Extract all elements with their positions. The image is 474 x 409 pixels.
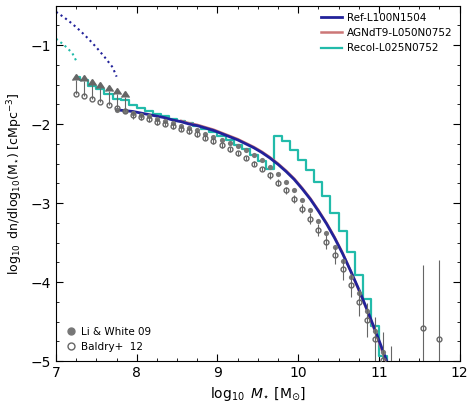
Point — [145, 113, 153, 119]
Point — [266, 164, 274, 170]
Point — [307, 207, 314, 213]
Point — [387, 371, 395, 378]
Point — [283, 178, 290, 185]
Point — [347, 273, 355, 280]
Point — [355, 290, 363, 297]
Point — [242, 147, 249, 153]
Point — [250, 152, 257, 158]
Point — [177, 122, 185, 129]
Point — [291, 187, 298, 194]
Point — [129, 110, 137, 116]
Point — [137, 111, 145, 118]
Point — [210, 133, 217, 140]
Point — [379, 349, 387, 356]
Point — [169, 120, 177, 126]
Point — [363, 308, 371, 315]
Point — [274, 171, 282, 177]
Point — [121, 108, 128, 115]
Point — [226, 140, 233, 146]
Point — [161, 118, 169, 124]
Point — [218, 137, 225, 143]
Legend: Li & White 09, Baldry+  12: Li & White 09, Baldry+ 12 — [61, 322, 155, 356]
Y-axis label: $\log_{10}\ \mathrm{dn/dlog_{10}(M_{\star})\ [cMpc^{-3}]}$: $\log_{10}\ \mathrm{dn/dlog_{10}(M_{\sta… — [6, 92, 25, 274]
Point — [201, 130, 209, 137]
Point — [331, 243, 338, 250]
Point — [299, 197, 306, 203]
Point — [315, 218, 322, 225]
Point — [193, 127, 201, 134]
Point — [234, 143, 241, 149]
Point — [371, 328, 379, 335]
Point — [113, 107, 120, 113]
Point — [153, 115, 161, 122]
Point — [323, 230, 330, 236]
Point — [185, 125, 193, 131]
Point — [395, 396, 403, 402]
X-axis label: $\log_{10}\ M_{\star}\ [\mathrm{M_{\odot}}]$: $\log_{10}\ M_{\star}\ [\mathrm{M_{\odot… — [210, 386, 306, 403]
Point — [339, 258, 346, 264]
Point — [258, 157, 266, 164]
